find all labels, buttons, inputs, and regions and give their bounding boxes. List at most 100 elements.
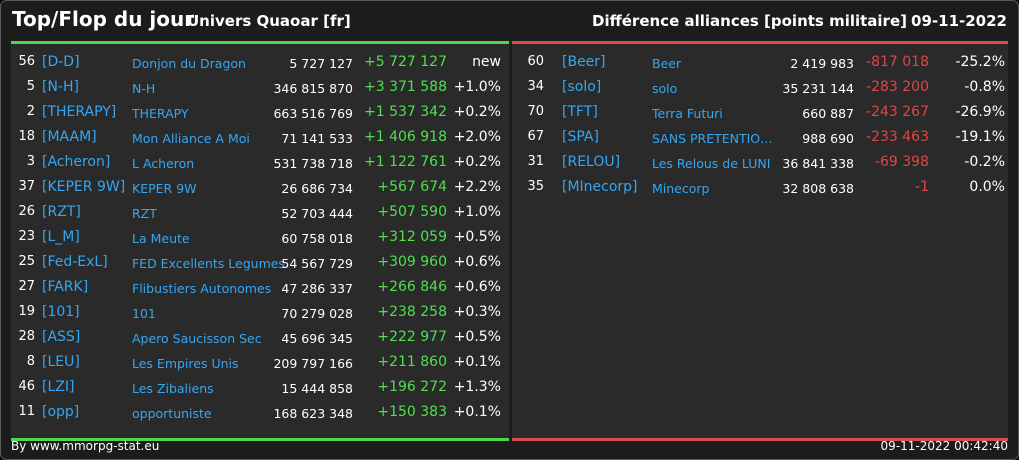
alliance-pct: +1.3%	[453, 379, 501, 395]
alliance-tag-link[interactable]: [Beer]	[562, 54, 606, 70]
alliance-pct: -19.1%	[955, 129, 1005, 145]
alliance-pct: -0.8%	[964, 79, 1005, 95]
alliance-tag-link[interactable]: [RZT]	[42, 204, 81, 220]
alliance-diff: +238 258	[377, 304, 447, 320]
alliance-tag-link[interactable]: [Fed-ExL]	[42, 254, 108, 270]
alliance-points: 209 797 166	[273, 356, 353, 371]
alliance-tag-link[interactable]: [FARK]	[42, 279, 89, 295]
flop-panel: 60 [Beer] Beer 2 419 983 -817 018 -25.2% 34 [so…	[512, 41, 1008, 441]
alliance-name-link[interactable]: Apero Saucisson Sec	[132, 331, 262, 346]
alliance-points: 60 758 018	[281, 231, 353, 246]
date-label: 09-11-2022	[911, 12, 1007, 30]
alliance-name-link[interactable]: solo	[652, 81, 678, 96]
alliance-tag-link[interactable]: [N-H]	[42, 79, 79, 95]
alliance-name-link[interactable]: Flibustiers Autonomes	[132, 281, 272, 296]
alliance-diff: -817 018	[866, 54, 929, 70]
alliance-points: 5 727 127	[289, 56, 353, 71]
alliance-rank: 27	[18, 279, 35, 294]
alliance-tag-link[interactable]: [LEU]	[42, 354, 80, 370]
alliance-points: 346 815 870	[273, 81, 353, 96]
flop-row: 70 [TFT] Terra Futuri 660 887 -243 267 -26.9%	[512, 101, 1008, 126]
alliance-rank: 34	[527, 79, 544, 94]
alliance-tag-link[interactable]: [SPA]	[562, 129, 599, 145]
alliance-points: 660 887	[802, 106, 854, 121]
alliance-points: 663 516 769	[273, 106, 353, 121]
alliance-rank: 25	[18, 254, 35, 269]
alliance-rank: 18	[18, 129, 35, 144]
alliance-name-link[interactable]: L Acheron	[132, 156, 195, 171]
alliance-rank: 26	[18, 204, 35, 219]
alliance-name-link[interactable]: Donjon du Dragon	[132, 56, 246, 71]
timestamp: 09-11-2022 00:42:40	[880, 439, 1008, 453]
alliance-points: 988 690	[802, 131, 854, 146]
alliance-pct: +0.6%	[453, 254, 501, 270]
alliance-tag-link[interactable]: [TFT]	[562, 104, 598, 120]
alliance-diff: +309 960	[377, 254, 447, 270]
alliance-rank: 11	[18, 404, 35, 419]
site-credit[interactable]: By www.mmorpg-stat.eu	[11, 439, 160, 453]
top-row: 3 [Acheron] L Acheron 531 738 718 +1 122 761…	[11, 151, 509, 176]
alliance-name-link[interactable]: Les Relous de LUNI	[652, 156, 771, 171]
alliance-name-link[interactable]: KEPER 9W	[132, 181, 197, 196]
alliance-points: 45 696 345	[281, 331, 353, 346]
alliance-diff: +3 371 588	[364, 79, 447, 95]
alliance-name-link[interactable]: opportuniste	[132, 406, 212, 421]
alliance-pct: 0.0%	[969, 179, 1005, 195]
alliance-pct: +0.5%	[453, 229, 501, 245]
alliance-points: 70 279 028	[281, 306, 353, 321]
alliance-points: 71 141 533	[281, 131, 353, 146]
page-title: Top/Flop du jour	[12, 7, 195, 31]
alliance-pct: +2.0%	[453, 129, 501, 145]
alliance-rank: 35	[527, 179, 544, 194]
flop-row: 31 [RELOU] Les Relous de LUNI 36 841 338 -69…	[512, 151, 1008, 176]
alliance-name-link[interactable]: SANS PRETENTIO…	[652, 131, 773, 146]
alliance-diff: +312 059	[377, 229, 447, 245]
alliance-points: 47 286 337	[281, 281, 353, 296]
top-row: 18 [MAAM] Mon Alliance A Moi 71 141 533 +1 4…	[11, 126, 509, 151]
alliance-diff: -69 398	[874, 154, 929, 170]
alliance-tag-link[interactable]: [KEPER 9W]	[42, 179, 126, 195]
alliance-name-link[interactable]: La Meute	[132, 231, 190, 246]
alliance-name-link[interactable]: THERAPY	[132, 106, 189, 121]
alliance-rank: 3	[26, 154, 35, 169]
alliance-tag-link[interactable]: [opp]	[42, 404, 80, 420]
alliance-pct: +0.5%	[453, 329, 501, 345]
alliance-name-link[interactable]: RZT	[132, 206, 157, 221]
alliance-pct: -26.9%	[955, 104, 1005, 120]
top-row: 27 [FARK] Flibustiers Autonomes 47 286 337 +…	[11, 276, 509, 301]
alliance-rank: 70	[527, 104, 544, 119]
alliance-name-link[interactable]: 101	[132, 306, 156, 321]
alliance-points: 15 444 858	[281, 381, 353, 396]
alliance-name-link[interactable]: Minecorp	[652, 181, 710, 196]
alliance-points: 36 841 338	[782, 156, 854, 171]
alliance-rank: 28	[18, 329, 35, 344]
alliance-tag-link[interactable]: [RELOU]	[562, 154, 621, 170]
alliance-name-link[interactable]: Terra Futuri	[652, 106, 723, 121]
alliance-rank: 19	[18, 304, 35, 319]
alliance-name-link[interactable]: Les Zibaliens	[132, 381, 214, 396]
alliance-tag-link[interactable]: [D-D]	[42, 54, 80, 70]
alliance-rank: 23	[18, 229, 35, 244]
alliance-tag-link[interactable]: [L_M]	[42, 229, 80, 245]
flop-row: 34 [solo] solo 35 231 144 -283 200 -0.8%	[512, 76, 1008, 101]
alliance-diff: -1	[915, 179, 929, 195]
alliance-name-link[interactable]: FED Excellents Legumes	[132, 256, 285, 271]
alliance-tag-link[interactable]: [LZI]	[42, 379, 75, 395]
alliance-tag-link[interactable]: [ASS]	[42, 329, 81, 345]
alliance-diff: -283 200	[866, 79, 929, 95]
alliance-tag-link[interactable]: [101]	[42, 304, 80, 320]
alliance-name-link[interactable]: Mon Alliance A Moi	[132, 131, 250, 146]
alliance-tag-link[interactable]: [MInecorp]	[562, 179, 638, 195]
alliance-name-link[interactable]: Beer	[652, 56, 682, 71]
alliance-name-link[interactable]: N-H	[132, 81, 156, 96]
alliance-diff: +196 272	[377, 379, 447, 395]
alliance-name-link[interactable]: Les Empires Unis	[132, 356, 239, 371]
alliance-rank: 31	[527, 154, 544, 169]
alliance-rank: 8	[26, 354, 35, 369]
alliance-tag-link[interactable]: [MAAM]	[42, 129, 97, 145]
alliance-tag-link[interactable]: [Acheron]	[42, 154, 111, 170]
top-row: 11 [opp] opportuniste 168 623 348 +150 383 +0…	[11, 401, 509, 426]
alliance-tag-link[interactable]: [THERAPY]	[42, 104, 117, 120]
alliance-tag-link[interactable]: [solo]	[562, 79, 602, 95]
category-label: Différence alliances [points militaire]	[592, 12, 907, 30]
